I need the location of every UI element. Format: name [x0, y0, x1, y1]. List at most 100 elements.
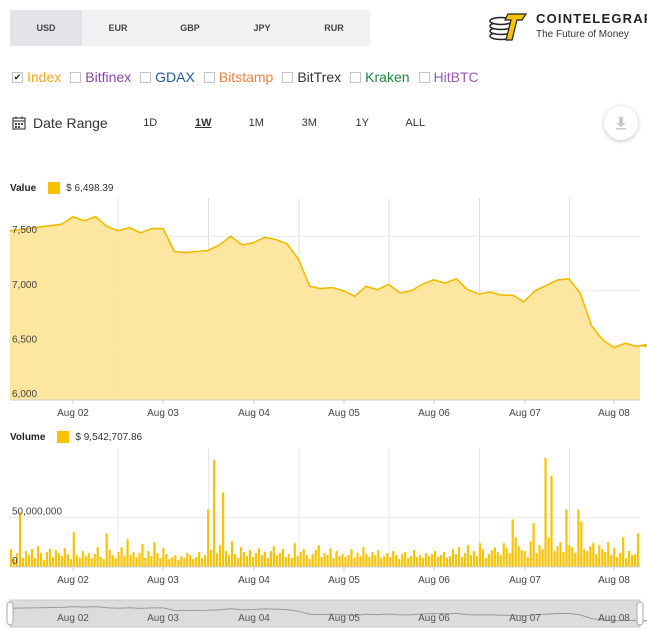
currency-tab-rur[interactable]: RUR	[324, 23, 344, 33]
volume-bar	[523, 551, 526, 567]
volume-x-tick-label: Aug 06	[418, 575, 450, 586]
volume-bar	[335, 551, 338, 567]
volume-bar	[341, 554, 344, 567]
volume-x-tick-label: Aug 05	[328, 575, 360, 586]
navigator-x-tick-label: Aug 04	[238, 613, 270, 624]
exchange-bitstamp[interactable]: Bitstamp	[203, 69, 273, 85]
volume-bar	[356, 553, 359, 567]
volume-bar	[601, 549, 604, 567]
volume-bar	[153, 542, 156, 567]
volume-bar	[532, 523, 535, 567]
volume-bar	[428, 556, 431, 567]
volume-bar	[610, 555, 613, 567]
volume-bar	[589, 546, 592, 567]
volume-bar	[392, 551, 395, 567]
volume-bar	[248, 550, 252, 567]
currency-tab-eur[interactable]: EUR	[108, 23, 128, 33]
currency-tab-gbp[interactable]: GBP	[180, 23, 200, 33]
range-button-1y[interactable]: 1Y	[355, 117, 369, 129]
exchange-kraken[interactable]: Kraken	[350, 69, 410, 85]
navigator-handle-left[interactable]	[6, 601, 14, 626]
volume-bar	[559, 542, 562, 567]
exchange-checkbox[interactable]	[350, 71, 362, 83]
exchange-checkbox[interactable]	[418, 71, 430, 83]
volume-bar	[201, 558, 204, 567]
date-range-label: Date Range	[33, 115, 108, 131]
volume-bar	[135, 557, 138, 567]
volume-bar	[12, 559, 16, 567]
value-area	[10, 216, 647, 400]
range-button-1w[interactable]: 1W	[194, 117, 212, 129]
volume-bar	[553, 551, 556, 567]
exchange-checkbox[interactable]: ✔	[12, 71, 23, 83]
volume-bar	[60, 556, 63, 567]
volume-x-tick-label: Aug 07	[509, 575, 541, 586]
volume-bar	[338, 556, 341, 567]
volume-bar	[257, 548, 261, 567]
volume-bar	[478, 543, 481, 567]
volume-bar	[105, 533, 108, 567]
exchange-bitfinex[interactable]: Bitfinex	[70, 69, 131, 85]
range-button-all[interactable]: ALL	[405, 117, 425, 129]
volume-bar	[502, 543, 505, 567]
exchange-hitbtc[interactable]: HitBTC	[418, 69, 479, 85]
volume-bar	[562, 552, 565, 567]
volume-bar	[18, 512, 22, 567]
volume-bar	[442, 552, 446, 567]
volume-bar	[580, 521, 583, 567]
volume-bar	[81, 551, 84, 567]
volume-bar	[487, 554, 490, 567]
volume-bar	[407, 558, 410, 567]
download-button[interactable]	[604, 106, 638, 140]
volume-bar	[359, 556, 362, 567]
exchange-checkbox[interactable]	[203, 71, 215, 83]
volume-bar	[216, 553, 219, 567]
exchange-checkbox[interactable]	[70, 71, 82, 83]
cointelegraph-logo-icon	[489, 13, 528, 41]
exchange-checkbox[interactable]	[282, 71, 294, 83]
value-x-tick-label: Aug 06	[418, 408, 450, 419]
volume-bar	[439, 555, 443, 567]
volume-bar	[460, 557, 464, 567]
exchange-index[interactable]: ✔ Index	[12, 69, 61, 85]
currency-tab-jpy[interactable]: JPY	[253, 23, 271, 33]
volume-bar	[398, 559, 401, 567]
volume-bar	[619, 553, 622, 567]
volume-bar	[15, 553, 19, 567]
volume-bar	[323, 553, 326, 567]
volume-bar	[272, 546, 275, 567]
download-icon	[616, 117, 626, 130]
volume-bar	[230, 541, 234, 567]
value-series-line	[9, 215, 647, 349]
volume-bar	[484, 558, 487, 567]
volume-bar	[177, 560, 180, 567]
exchange-bittrex[interactable]: BitTrex	[282, 69, 341, 85]
volume-bar	[84, 556, 87, 567]
currency-tab-usd[interactable]: USD	[10, 10, 82, 46]
volume-bar	[245, 556, 249, 567]
navigator-x-tick-label: Aug 08	[598, 613, 630, 624]
navigator-handle-right[interactable]	[636, 601, 644, 626]
value-legend-swatch	[48, 182, 61, 194]
volume-bar	[87, 553, 90, 567]
volume-bar	[511, 519, 514, 567]
range-button-3m[interactable]: 3M	[301, 117, 317, 129]
volume-bar	[433, 551, 437, 567]
value-y-tick-label: 7,500	[12, 225, 37, 236]
volume-bar	[514, 537, 517, 568]
navigator-track	[9, 599, 641, 628]
volume-bar	[550, 475, 553, 567]
volume-bar	[631, 555, 634, 567]
volume-bar	[475, 556, 478, 567]
volume-bar	[362, 547, 365, 567]
navigator-line	[9, 606, 647, 622]
range-button-1d[interactable]: 1D	[143, 117, 158, 129]
volume-bar	[344, 557, 347, 567]
volume-bar	[451, 549, 455, 567]
exchange-checkbox[interactable]	[140, 71, 152, 83]
exchange-gdax[interactable]: GDAX	[140, 69, 195, 85]
exchange-label: GDAX	[155, 69, 195, 85]
range-button-1m[interactable]: 1M	[248, 117, 264, 129]
volume-bar	[198, 552, 201, 567]
volume-bar	[332, 558, 335, 567]
